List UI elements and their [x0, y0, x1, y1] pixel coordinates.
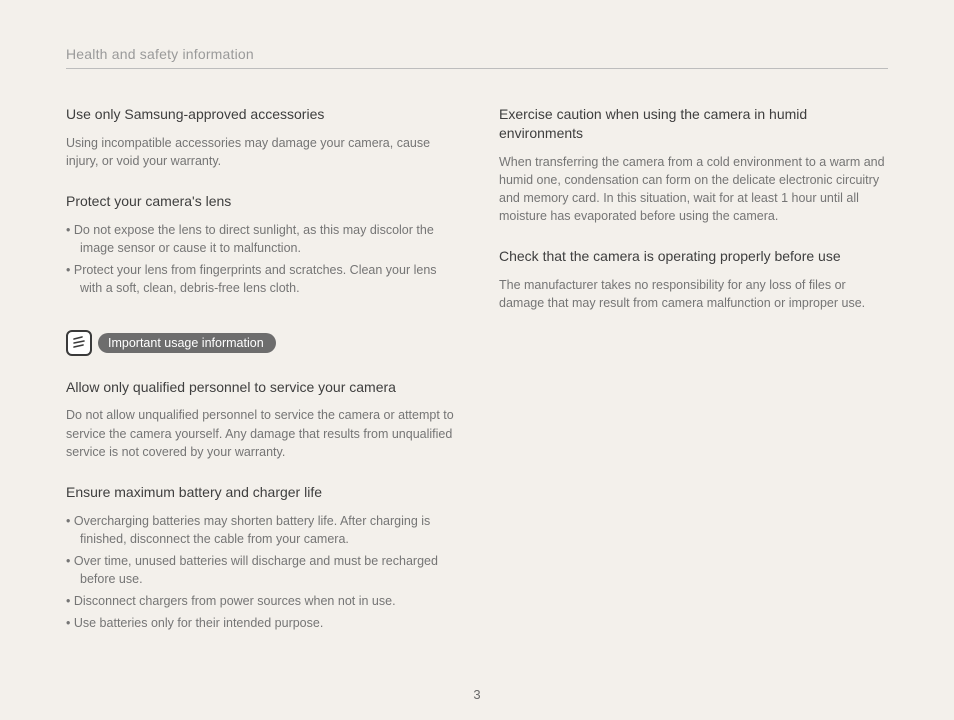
content-columns: Use only Samsung-approved accessories Us…: [66, 105, 888, 654]
section-heading-accessories: Use only Samsung-approved accessories: [66, 105, 455, 124]
note-icon: [66, 330, 92, 356]
section-bullets-lens: Do not expose the lens to direct sunligh…: [66, 221, 455, 298]
section-heading-check: Check that the camera is operating prope…: [499, 247, 888, 266]
list-item: Use batteries only for their intended pu…: [66, 614, 455, 632]
list-item: Disconnect chargers from power sources w…: [66, 592, 455, 610]
section-heading-service: Allow only qualified personnel to servic…: [66, 378, 455, 397]
section-heading-lens: Protect your camera's lens: [66, 192, 455, 211]
section-para-check: The manufacturer takes no responsibility…: [499, 276, 888, 312]
section-heading-battery: Ensure maximum battery and charger life: [66, 483, 455, 502]
page-number: 3: [0, 687, 954, 702]
list-item: Protect your lens from fingerprints and …: [66, 261, 455, 297]
section-para-service: Do not allow unqualified personnel to se…: [66, 406, 455, 460]
important-usage-pill: Important usage information: [98, 333, 276, 353]
section-para-humid: When transferring the camera from a cold…: [499, 153, 888, 226]
section-heading-humid: Exercise caution when using the camera i…: [499, 105, 888, 143]
section-para-accessories: Using incompatible accessories may damag…: [66, 134, 455, 170]
list-item: Do not expose the lens to direct sunligh…: [66, 221, 455, 257]
list-item: Overcharging batteries may shorten batte…: [66, 512, 455, 548]
important-usage-callout: Important usage information: [66, 330, 455, 356]
left-column: Use only Samsung-approved accessories Us…: [66, 105, 455, 654]
right-column: Exercise caution when using the camera i…: [499, 105, 888, 654]
section-bullets-battery: Overcharging batteries may shorten batte…: [66, 512, 455, 633]
list-item: Over time, unused batteries will dischar…: [66, 552, 455, 588]
page-header: Health and safety information: [66, 46, 888, 69]
